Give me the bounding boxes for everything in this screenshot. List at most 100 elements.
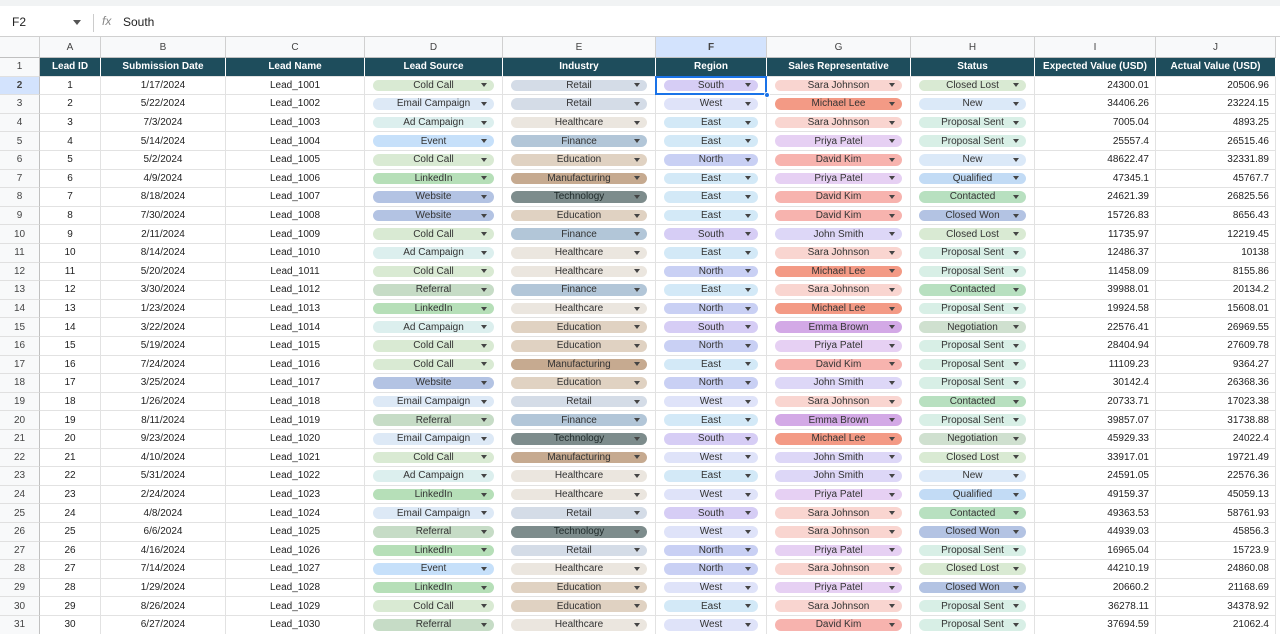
dropdown-chip[interactable]: Referral xyxy=(373,619,494,631)
column-header[interactable]: A xyxy=(40,37,101,58)
table-header-cell[interactable]: Region xyxy=(656,58,767,77)
cell[interactable]: 3/22/2024 xyxy=(101,318,226,337)
cell[interactable]: 26368.36 xyxy=(1156,374,1276,393)
cell[interactable]: 15726.83 xyxy=(1035,206,1156,226)
dropdown-chip[interactable]: Technology xyxy=(511,191,647,203)
dropdown-chip[interactable]: LinkedIn xyxy=(373,488,494,501)
cell[interactable]: Proposal Sent xyxy=(911,262,1035,282)
cell[interactable]: Cold Call xyxy=(365,597,503,616)
cell[interactable]: Michael Lee xyxy=(767,430,911,449)
cell[interactable]: 24621.39 xyxy=(1035,188,1156,207)
dropdown-chip[interactable]: West xyxy=(664,581,758,594)
dropdown-chip[interactable]: Retail xyxy=(511,507,647,519)
cell[interactable]: LinkedIn xyxy=(365,485,503,505)
cell[interactable]: Lead_1007 xyxy=(226,188,365,207)
cell[interactable]: 10138 xyxy=(1156,244,1276,263)
dropdown-chip[interactable]: Cold Call xyxy=(373,154,494,166)
cell[interactable]: 49159.37 xyxy=(1035,485,1156,505)
row-header[interactable]: 30 xyxy=(0,597,40,616)
dropdown-chip[interactable]: Education xyxy=(511,377,647,389)
cell[interactable]: Qualified xyxy=(911,485,1035,505)
dropdown-chip[interactable]: East xyxy=(664,135,758,147)
cell[interactable]: Lead_1001 xyxy=(226,76,365,96)
name-box[interactable]: F2 xyxy=(12,15,27,29)
cell[interactable]: 30 xyxy=(40,616,101,634)
cell[interactable]: Healthcare xyxy=(503,560,656,579)
cell[interactable]: Proposal Sent xyxy=(911,132,1035,151)
cell[interactable]: 24 xyxy=(40,504,101,523)
cell[interactable]: 24022.4 xyxy=(1156,430,1276,449)
dropdown-chip[interactable]: Closed Lost xyxy=(919,563,1026,575)
cell[interactable]: 25557.4 xyxy=(1035,132,1156,151)
cell[interactable]: Education xyxy=(503,578,656,598)
dropdown-chip[interactable]: Closed Lost xyxy=(919,79,1026,92)
cell[interactable]: 37694.59 xyxy=(1035,616,1156,634)
cell[interactable]: Lead_1004 xyxy=(226,132,365,151)
dropdown-chip[interactable]: Sara Johnson xyxy=(775,247,902,259)
cell[interactable]: LinkedIn xyxy=(365,169,503,189)
column-header[interactable]: G xyxy=(767,37,911,58)
cell[interactable]: Lead_1011 xyxy=(226,262,365,282)
cell[interactable]: Lead_1010 xyxy=(226,244,365,263)
cell[interactable]: Sara Johnson xyxy=(767,76,911,96)
dropdown-chip[interactable]: Priya Patel xyxy=(775,544,902,557)
cell[interactable]: Email Campaign xyxy=(365,95,503,114)
cell[interactable]: Michael Lee xyxy=(767,262,911,282)
cell[interactable]: 45059.13 xyxy=(1156,485,1276,505)
dropdown-chip[interactable]: Retail xyxy=(511,98,647,110)
cell[interactable]: Closed Lost xyxy=(911,76,1035,96)
dropdown-chip[interactable]: East xyxy=(664,358,758,371)
cell[interactable]: 2 xyxy=(40,95,101,114)
cell[interactable]: 5 xyxy=(40,151,101,170)
cell[interactable]: 30142.4 xyxy=(1035,374,1156,393)
cell[interactable]: Retail xyxy=(503,95,656,114)
cell[interactable]: Ad Campaign xyxy=(365,467,503,486)
cell[interactable]: Closed Lost xyxy=(911,560,1035,579)
cell[interactable]: 26825.56 xyxy=(1156,188,1276,207)
cell[interactable]: 29 xyxy=(40,597,101,616)
dropdown-chip[interactable]: North xyxy=(664,302,758,315)
dropdown-chip[interactable]: Referral xyxy=(373,526,494,538)
row-header[interactable]: 26 xyxy=(0,523,40,542)
cell[interactable]: Lead_1005 xyxy=(226,151,365,170)
cell[interactable]: 12486.37 xyxy=(1035,244,1156,263)
cell[interactable]: 19 xyxy=(40,411,101,430)
dropdown-chip[interactable]: Email Campaign xyxy=(373,395,494,408)
cell[interactable]: New xyxy=(911,95,1035,114)
dropdown-chip[interactable]: Qualified xyxy=(919,172,1026,185)
dropdown-chip[interactable]: Michael Lee xyxy=(775,433,902,445)
cell[interactable]: 39857.07 xyxy=(1035,411,1156,430)
cell[interactable]: Manufacturing xyxy=(503,169,656,189)
cell[interactable]: Proposal Sent xyxy=(911,113,1035,133)
cell[interactable]: 2/11/2024 xyxy=(101,225,226,244)
cell[interactable]: 36278.11 xyxy=(1035,597,1156,616)
row-header[interactable]: 9 xyxy=(0,206,40,226)
dropdown-chip[interactable]: South xyxy=(664,507,758,519)
dropdown-chip[interactable]: Healthcare xyxy=(511,247,647,259)
dropdown-chip[interactable]: West xyxy=(664,98,758,110)
cell[interactable]: 8/11/2024 xyxy=(101,411,226,430)
cell[interactable]: Priya Patel xyxy=(767,132,911,151)
cell[interactable]: New xyxy=(911,151,1035,170)
cell[interactable]: Lead_1029 xyxy=(226,597,365,616)
cell[interactable]: 9 xyxy=(40,225,101,244)
dropdown-chip[interactable]: Healthcare xyxy=(511,488,647,501)
dropdown-chip[interactable]: Contacted xyxy=(919,284,1026,296)
dropdown-chip[interactable]: Ad Campaign xyxy=(373,321,494,333)
dropdown-chip[interactable]: Healthcare xyxy=(511,302,647,315)
cell[interactable]: 20506.96 xyxy=(1156,76,1276,96)
dropdown-chip[interactable]: Proposal Sent xyxy=(919,358,1026,371)
cell[interactable]: 16 xyxy=(40,355,101,375)
dropdown-chip[interactable]: North xyxy=(664,154,758,166)
cell[interactable]: West xyxy=(656,448,767,468)
dropdown-chip[interactable]: West xyxy=(664,526,758,538)
cell[interactable]: Manufacturing xyxy=(503,448,656,468)
column-header[interactable]: B xyxy=(101,37,226,58)
cell[interactable]: 4893.25 xyxy=(1156,113,1276,133)
cell[interactable]: Proposal Sent xyxy=(911,337,1035,356)
dropdown-chip[interactable]: Finance xyxy=(511,228,647,240)
cell[interactable]: David Kim xyxy=(767,188,911,207)
cell[interactable]: Cold Call xyxy=(365,262,503,282)
row-header[interactable]: 23 xyxy=(0,467,40,486)
cell[interactable]: Cold Call xyxy=(365,76,503,96)
